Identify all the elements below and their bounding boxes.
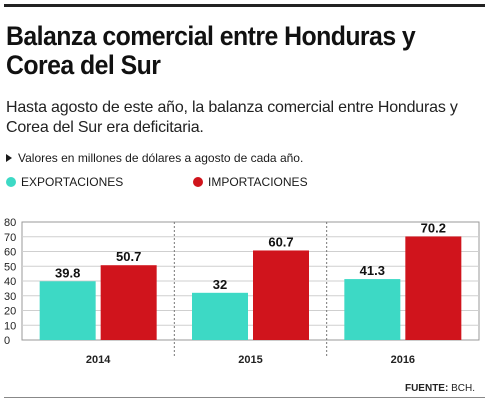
y-tick-label: 40 (4, 276, 16, 288)
y-tick-label: 0 (4, 335, 10, 347)
legend-importaciones-swatch (193, 177, 203, 187)
y-tick-label: 70 (4, 232, 16, 244)
values-note: Valores en millones de dólares a agosto … (6, 151, 303, 165)
bar-exportaciones-2015 (192, 292, 248, 340)
legend-exportaciones-swatch (6, 177, 16, 187)
data-label: 60.7 (268, 234, 293, 249)
y-tick-label: 50 (4, 261, 16, 273)
source-value: BCH. (451, 383, 475, 394)
bar-exportaciones-2014 (39, 281, 96, 340)
chart-subtitle: Hasta agosto de este año, la balanza com… (6, 99, 458, 136)
y-tick-label: 20 (4, 306, 16, 318)
legend-exportaciones-label: EXPORTACIONES (21, 175, 124, 189)
data-label: 70.2 (421, 220, 446, 235)
triangle-icon (6, 154, 12, 162)
bar-exportaciones-2016 (344, 279, 401, 340)
values-note-text: Valores en millones de dólares a agosto … (18, 151, 304, 165)
data-label: 41.3 (360, 263, 385, 278)
y-tick-label: 60 (4, 247, 16, 259)
data-label: 32 (213, 277, 227, 292)
top-rule (4, 4, 485, 7)
data-label: 39.8 (55, 265, 80, 280)
y-tick-label: 30 (4, 291, 16, 303)
x-tick-label: 2015 (238, 354, 262, 366)
legend-importaciones-label: IMPORTACIONES (208, 175, 308, 189)
chart-title: Balanza comercial entre Honduras y Corea… (6, 21, 416, 80)
bottom-rule (4, 397, 485, 398)
data-label: 50.7 (116, 249, 141, 264)
bar-importaciones-2015 (253, 250, 309, 340)
bar-importaciones-2016 (405, 236, 462, 340)
bar-importaciones-2014 (100, 265, 157, 340)
y-tick-label: 10 (4, 320, 16, 332)
x-tick-label: 2014 (86, 354, 111, 366)
source-note: FUENTE: BCH. (405, 383, 475, 394)
x-tick-label: 2016 (391, 354, 415, 366)
legend-importaciones: IMPORTACIONES (193, 175, 308, 189)
source-label: FUENTE: (404, 383, 449, 394)
bar-chart: 0 10 20 30 40 50 60 70 80 39.8 50.7 2014 32 60.7 2015 4… (4, 217, 480, 366)
legend-exportaciones: EXPORTACIONES (6, 175, 123, 189)
y-tick-label: 80 (4, 217, 16, 229)
